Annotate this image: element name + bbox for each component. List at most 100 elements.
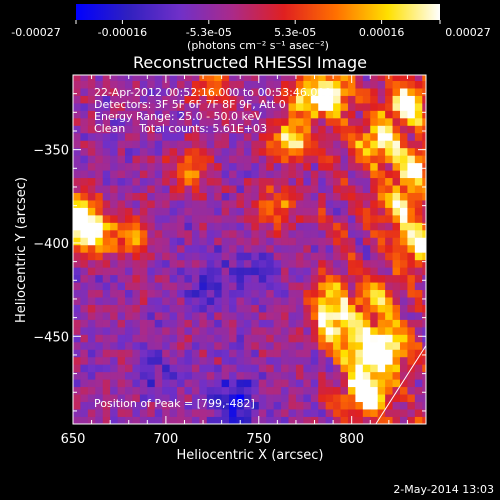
heatmap-cell: [414, 282, 423, 291]
heatmap-cell: [414, 80, 423, 89]
heatmap-cell: [370, 95, 379, 104]
heatmap-cell: [229, 170, 237, 179]
heatmap-cell: [281, 349, 289, 358]
heatmap-cell: [177, 207, 185, 216]
heatmap-cell: [191, 312, 200, 320]
heatmap-cell: [422, 125, 426, 134]
heatmap-cell: [191, 214, 200, 223]
heatmap-cell: [229, 386, 237, 395]
heatmap-cell: [117, 282, 126, 291]
heatmap-cell: [154, 102, 163, 111]
heatmap-cell: [407, 371, 416, 380]
heatmap-cell: [251, 140, 260, 149]
heatmap-cell: [73, 75, 81, 81]
heatmap-cell: [399, 170, 408, 179]
heatmap-cell: [177, 162, 185, 171]
heatmap-cell: [333, 282, 341, 291]
heatmap-cell: [399, 80, 408, 89]
heatmap-cell: [310, 282, 319, 291]
heatmap-cell: [154, 75, 163, 81]
heatmap-cell: [191, 274, 200, 283]
heatmap-cell: [177, 297, 185, 305]
heatmap-cell: [333, 312, 341, 320]
heatmap-cell: [154, 371, 163, 380]
heatmap-cell: [110, 237, 118, 246]
heatmap-cell: [258, 401, 267, 410]
heatmap-cell: [169, 155, 178, 164]
heatmap-cell: [370, 289, 379, 298]
heatmap-cell: [162, 379, 171, 388]
heatmap-cell: [251, 297, 260, 305]
heatmap-cell: [288, 237, 297, 246]
heatmap-cell: [102, 304, 111, 313]
heatmap-cell: [295, 229, 304, 238]
heatmap-cell: [362, 409, 371, 417]
heatmap-cell: [73, 401, 81, 410]
heatmap-cell: [310, 155, 319, 164]
heatmap-cell: [132, 155, 141, 164]
heatmap-cell: [333, 162, 341, 171]
heatmap-cell: [377, 312, 386, 320]
heatmap-cell: [392, 282, 401, 291]
heatmap-cell: [117, 244, 126, 253]
heatmap-cell: [266, 207, 275, 216]
heatmap-cell: [422, 297, 426, 305]
heatmap-cell: [347, 289, 356, 298]
heatmap-cell: [102, 289, 111, 298]
heatmap-cell: [377, 394, 386, 403]
heatmap-cell: [95, 349, 104, 358]
heatmap-cell: [139, 207, 148, 216]
heatmap-cell: [80, 394, 89, 403]
heatmap-cell: [102, 155, 111, 164]
heatmap-cell: [370, 386, 379, 395]
heatmap-cell: [191, 185, 200, 193]
heatmap-cell: [132, 274, 141, 283]
heatmap-cell: [399, 341, 408, 350]
heatmap-cell: [199, 244, 208, 253]
heatmap-cell: [355, 200, 364, 208]
heatmap-cell: [221, 95, 230, 104]
heatmap-cell: [407, 282, 416, 291]
heatmap-cell: [377, 214, 386, 223]
heatmap-cell: [347, 274, 356, 283]
heatmap-cell: [162, 80, 171, 89]
heatmap-cell: [184, 75, 193, 81]
heatmap-cell: [347, 237, 356, 246]
heatmap-cell: [310, 200, 319, 208]
heatmap-cell: [184, 170, 193, 179]
heatmap-cell: [355, 125, 364, 134]
heatmap-cell: [422, 334, 426, 343]
heatmap-cell: [266, 304, 275, 313]
heatmap-cell: [347, 259, 356, 268]
heatmap-cell: [258, 185, 267, 193]
heatmap-cell: [399, 371, 408, 380]
heatmap-cell: [117, 88, 126, 96]
heatmap-cell: [325, 252, 334, 261]
heatmap-cell: [147, 364, 156, 373]
heatmap-cell: [243, 282, 252, 291]
heatmap-cell: [258, 356, 267, 365]
heatmap-cell: [243, 297, 252, 305]
heatmap-cell: [295, 289, 304, 298]
heatmap-cell: [199, 110, 208, 119]
heatmap-cell: [147, 416, 156, 424]
heatmap-cell: [236, 170, 245, 179]
heatmap-cell: [333, 140, 341, 149]
heatmap-cell: [355, 177, 364, 186]
heatmap-cell: [251, 267, 260, 276]
heatmap-cell: [362, 229, 371, 238]
heatmap-cell: [184, 155, 193, 164]
heatmap-cell: [273, 386, 282, 395]
heatmap-cell: [162, 401, 171, 410]
heatmap-cell: [214, 110, 223, 119]
heatmap-cell: [110, 371, 118, 380]
heatmap-cell: [139, 200, 148, 208]
heatmap-cell: [102, 80, 111, 89]
heatmap-cell: [325, 170, 334, 179]
heatmap-cell: [125, 244, 133, 253]
heatmap-cell: [288, 349, 297, 358]
heatmap-cell: [362, 252, 371, 261]
heatmap-cell: [392, 326, 401, 335]
heatmap-cell: [399, 214, 408, 223]
heatmap-cell: [73, 304, 81, 313]
